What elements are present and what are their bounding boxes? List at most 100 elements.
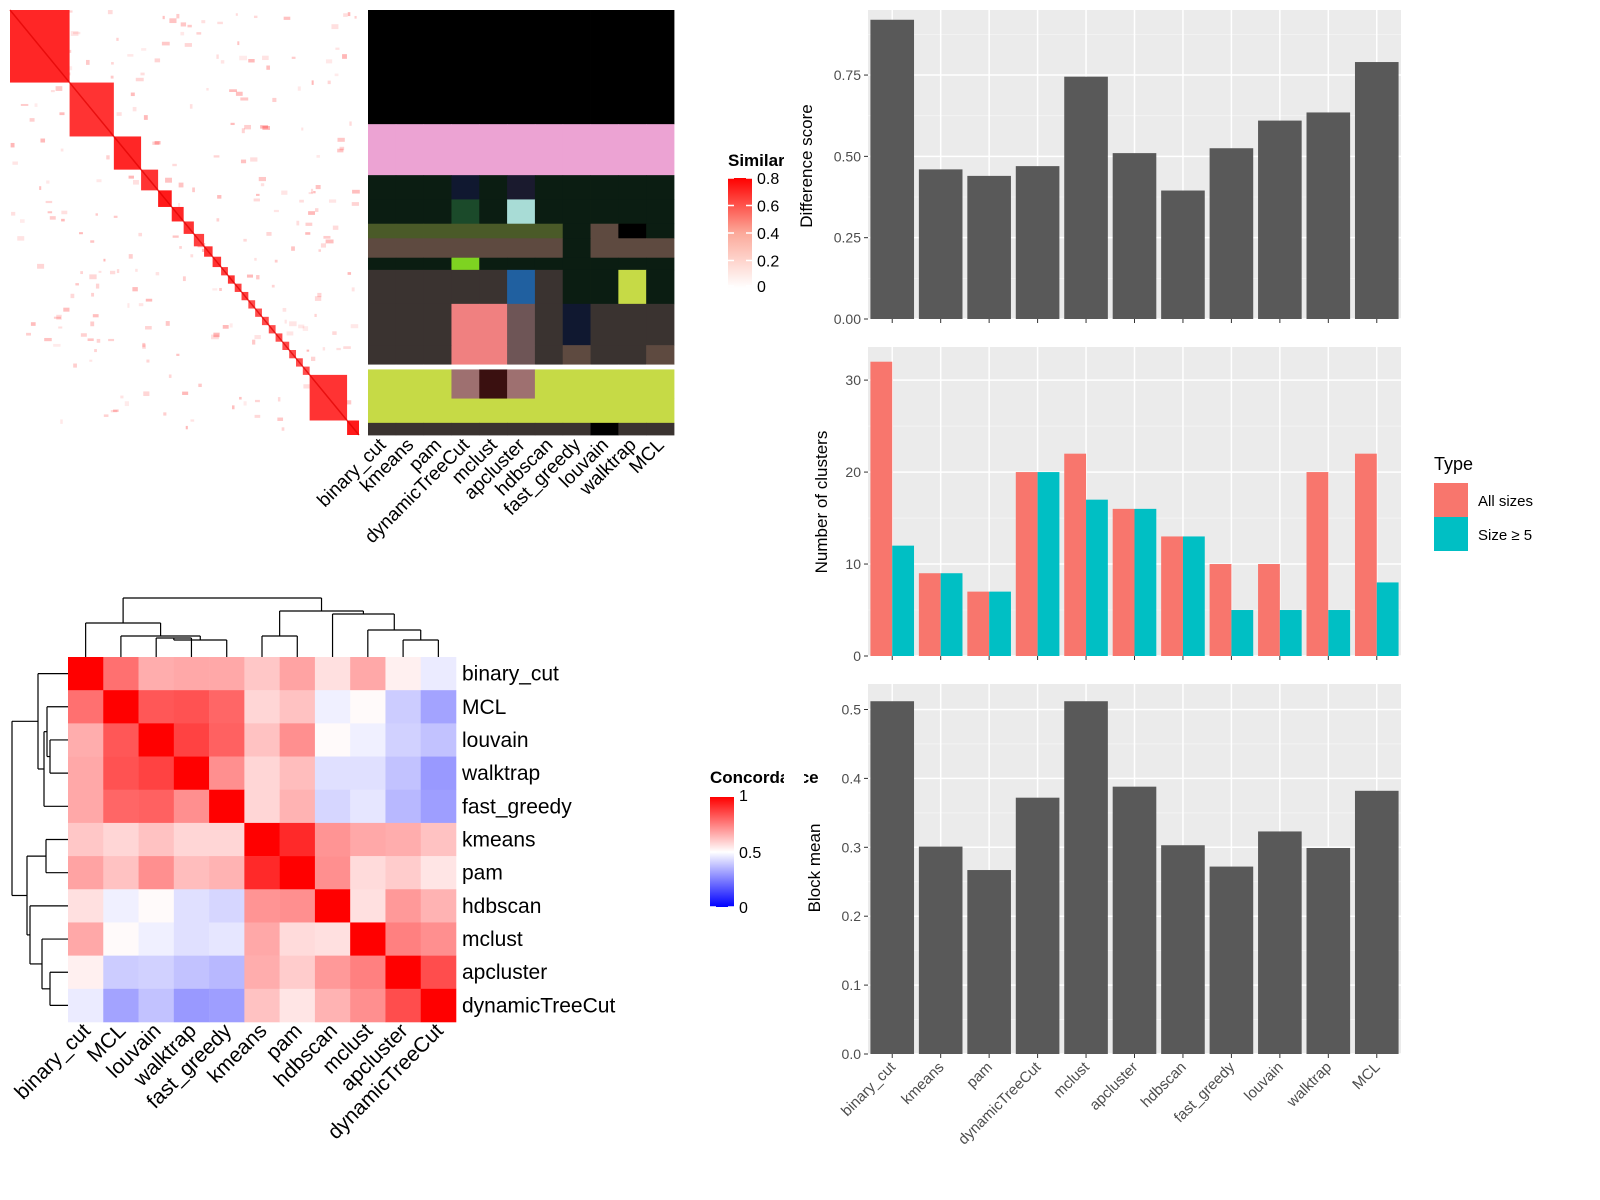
annotation-cell (479, 199, 508, 225)
similarity-speckle (316, 155, 320, 158)
similarity-speckle (219, 287, 222, 292)
annotation-cell (368, 398, 397, 424)
y-tick-label: 0.2 (842, 908, 862, 924)
annotation-cell (562, 422, 591, 436)
concordance-legend-tick-label: 0.5 (739, 845, 761, 862)
similarity-speckle (254, 414, 261, 418)
concordance-row-label: MCL (462, 696, 506, 719)
annotation-cell (451, 10, 480, 125)
concordance-cell (420, 789, 457, 824)
annotation-cell (534, 10, 564, 125)
concordance-row-label: apcluster (462, 961, 547, 984)
concordance-cell (385, 789, 422, 824)
similarity-speckle (79, 232, 83, 235)
similarity-diagonal (183, 220, 195, 235)
annotation-cell (562, 398, 591, 424)
concordance-cell (279, 756, 316, 791)
similarity-speckle (120, 395, 124, 399)
similarity-speckle (272, 97, 277, 103)
concordance-cell (385, 723, 422, 757)
similarity-speckle (256, 275, 260, 280)
annotation-cell (534, 199, 564, 225)
annotation-cell (562, 124, 591, 176)
concordance-cell (138, 988, 175, 1023)
annotation-cell (507, 257, 536, 271)
bar (1015, 797, 1060, 1054)
difference-score-ylabel: Difference score (797, 104, 816, 227)
similarity-speckle (113, 215, 118, 218)
bar (1306, 112, 1351, 320)
similarity-speckle (169, 18, 177, 24)
annotation-cell (395, 10, 425, 125)
similarity-diagonal (295, 357, 304, 368)
concordance-cell (138, 756, 175, 791)
bar (1182, 536, 1205, 656)
annotation-cell (646, 369, 675, 399)
bar (1161, 845, 1205, 1054)
concordance-cell (68, 889, 104, 923)
concordance-cell (314, 922, 351, 956)
similarity-speckle (250, 157, 258, 162)
bar (1112, 786, 1157, 1054)
similarity-speckle (49, 216, 56, 220)
similarity-speckle (132, 287, 138, 292)
annotation-cell (423, 199, 452, 225)
similarity-speckle (254, 399, 260, 403)
similarity-speckle (229, 323, 233, 328)
annotation-cell (479, 369, 508, 399)
similarity-speckle (222, 325, 229, 329)
similarity-legend-tick-label: 0.4 (757, 226, 779, 243)
similarity-speckle (12, 161, 18, 165)
similarity-speckle (258, 176, 266, 182)
bar (1258, 564, 1280, 656)
annotation-cell (618, 124, 647, 176)
concordance-row-label: louvain (462, 729, 529, 752)
annotation-cell (534, 257, 564, 271)
similarity-speckle (239, 396, 242, 400)
concordance-cell (209, 723, 245, 757)
concordance-cell (173, 756, 210, 791)
concordance-cell (103, 723, 139, 757)
concordance-row-label: fast_greedy (462, 795, 572, 818)
annotation-cell (395, 175, 425, 200)
annotation-cell (618, 422, 647, 436)
annotation-cell (368, 223, 397, 239)
annotation-cell (646, 10, 675, 125)
concordance-cell (209, 856, 245, 890)
similarity-diagonal (268, 324, 277, 334)
concordance-cell (173, 955, 210, 990)
similarity-speckle (138, 303, 144, 307)
similarity-speckle (284, 319, 287, 324)
similarity-speckle (277, 417, 284, 421)
annotation-cell (646, 175, 675, 200)
annotation-cell (618, 10, 647, 125)
annotation-cell (507, 223, 536, 239)
concordance-cell (350, 889, 386, 923)
y-tick-label: 0.4 (842, 770, 862, 786)
concordance-cell (209, 756, 245, 791)
concordance-cell (209, 690, 245, 724)
concordance-cell (385, 690, 422, 724)
legend-key-all-sizes (1434, 483, 1468, 517)
annotation-cell (395, 257, 425, 271)
similarity-speckle (45, 200, 53, 204)
similarity-speckle (143, 115, 148, 120)
similarity-speckle (189, 104, 193, 109)
similarity-speckle (339, 146, 345, 151)
similarity-speckle (254, 335, 261, 340)
similarity-speckle (53, 316, 62, 319)
concordance-column-labels: binary_cutMCLlouvainwalktrapfast_greedyk… (10, 1019, 448, 1144)
similarity-speckle (315, 208, 319, 212)
annotation-cell (590, 369, 619, 399)
concordance-cell (314, 955, 351, 990)
similarity-speckle (347, 272, 352, 275)
concordance-cell (420, 856, 457, 890)
bar (1354, 453, 1377, 656)
annotation-cell (618, 269, 647, 305)
annotation-cell (562, 10, 591, 125)
annotation-cell (451, 303, 480, 346)
similarity-speckle (87, 338, 94, 342)
concordance-cell (350, 756, 386, 791)
bar (1209, 564, 1232, 656)
similarity-speckle (66, 10, 73, 13)
